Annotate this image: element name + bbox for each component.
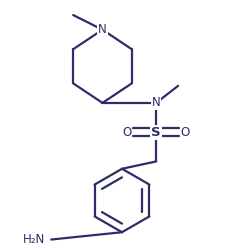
Text: S: S [151, 126, 161, 139]
Text: N: N [98, 23, 107, 36]
Text: O: O [122, 126, 132, 139]
Text: N: N [152, 96, 161, 109]
Text: O: O [181, 126, 190, 139]
Text: H₂N: H₂N [23, 233, 45, 246]
